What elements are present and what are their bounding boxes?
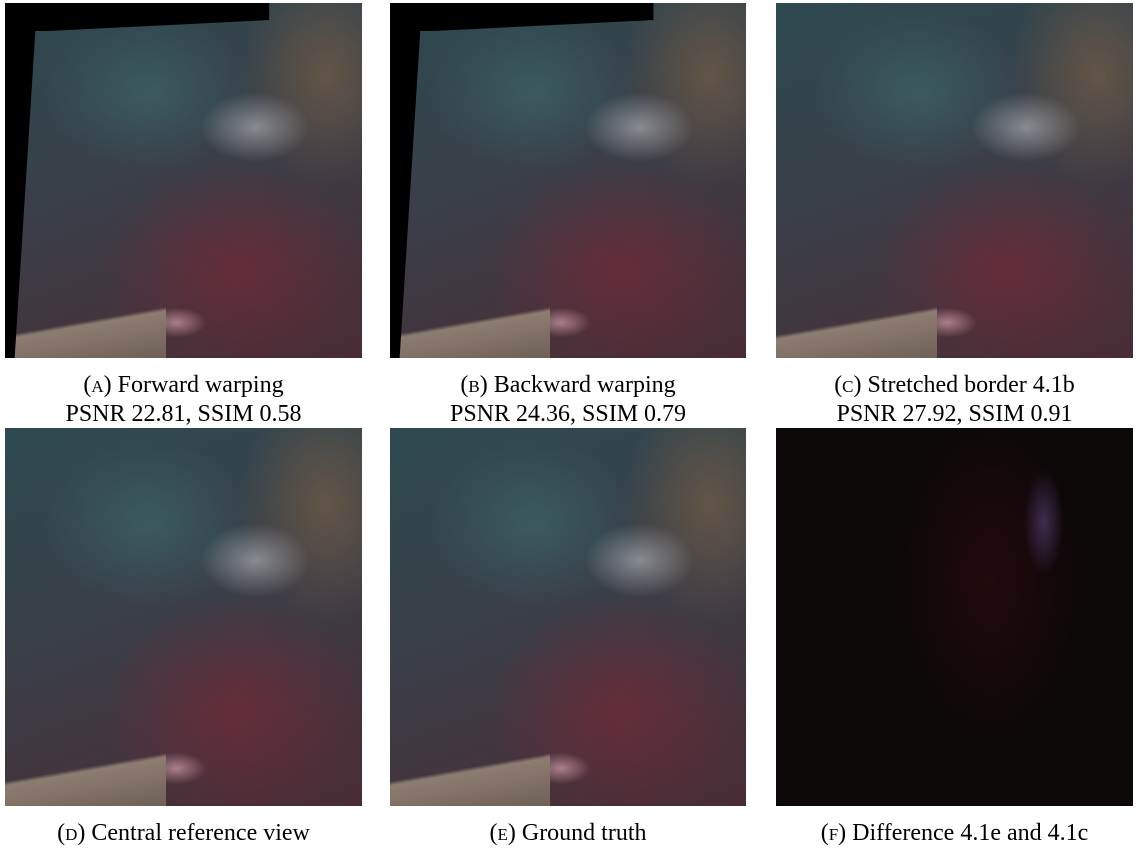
metrics: PSNR 27.92, SSIM 0.91 [765,400,1138,429]
panel-label: (d) [57,820,85,846]
figure: (a) Forward warpingPSNR 22.81, SSIM 0.58… [0,0,1138,856]
caption-line: (c) Stretched border 4.1b [765,371,1138,400]
caption: (e) Ground truth [378,819,758,848]
panel-label: (f) [821,820,846,846]
panel-label: (b) [460,372,487,398]
sand [5,301,166,358]
panel-label: (e) [489,820,515,846]
panel-image [776,3,1133,358]
metrics: PSNR 22.81, SSIM 0.58 [0,400,374,429]
panel-image [776,428,1133,806]
caption-text: Backward warping [494,372,676,398]
caption: (f) Difference 4.1e and 4.1c [765,819,1138,848]
panel-image [5,3,362,358]
difference-image [776,428,1133,806]
caption-line: (a) Forward warping [0,371,374,400]
sand [390,301,550,358]
panel-label: (a) [83,372,111,398]
metrics: PSNR 24.36, SSIM 0.79 [378,400,758,429]
sand [5,746,166,806]
sand [776,301,937,358]
panel-image [390,3,746,358]
caption-text: Difference 4.1e and 4.1c [852,820,1088,846]
caption-line: (d) Central reference view [0,819,374,848]
caption-text: Forward warping [118,372,284,398]
caption-line: (f) Difference 4.1e and 4.1c [765,819,1138,848]
caption: (d) Central reference view [0,819,374,848]
caption-text: Ground truth [522,820,647,846]
panel-image [5,428,362,806]
panel-image [390,428,746,806]
panel-label: (c) [834,372,861,398]
sand [390,746,550,806]
caption-line: (e) Ground truth [378,819,758,848]
caption-text: Central reference view [91,820,310,846]
caption-line: (b) Backward warping [378,371,758,400]
caption-text: Stretched border 4.1b [868,372,1075,398]
